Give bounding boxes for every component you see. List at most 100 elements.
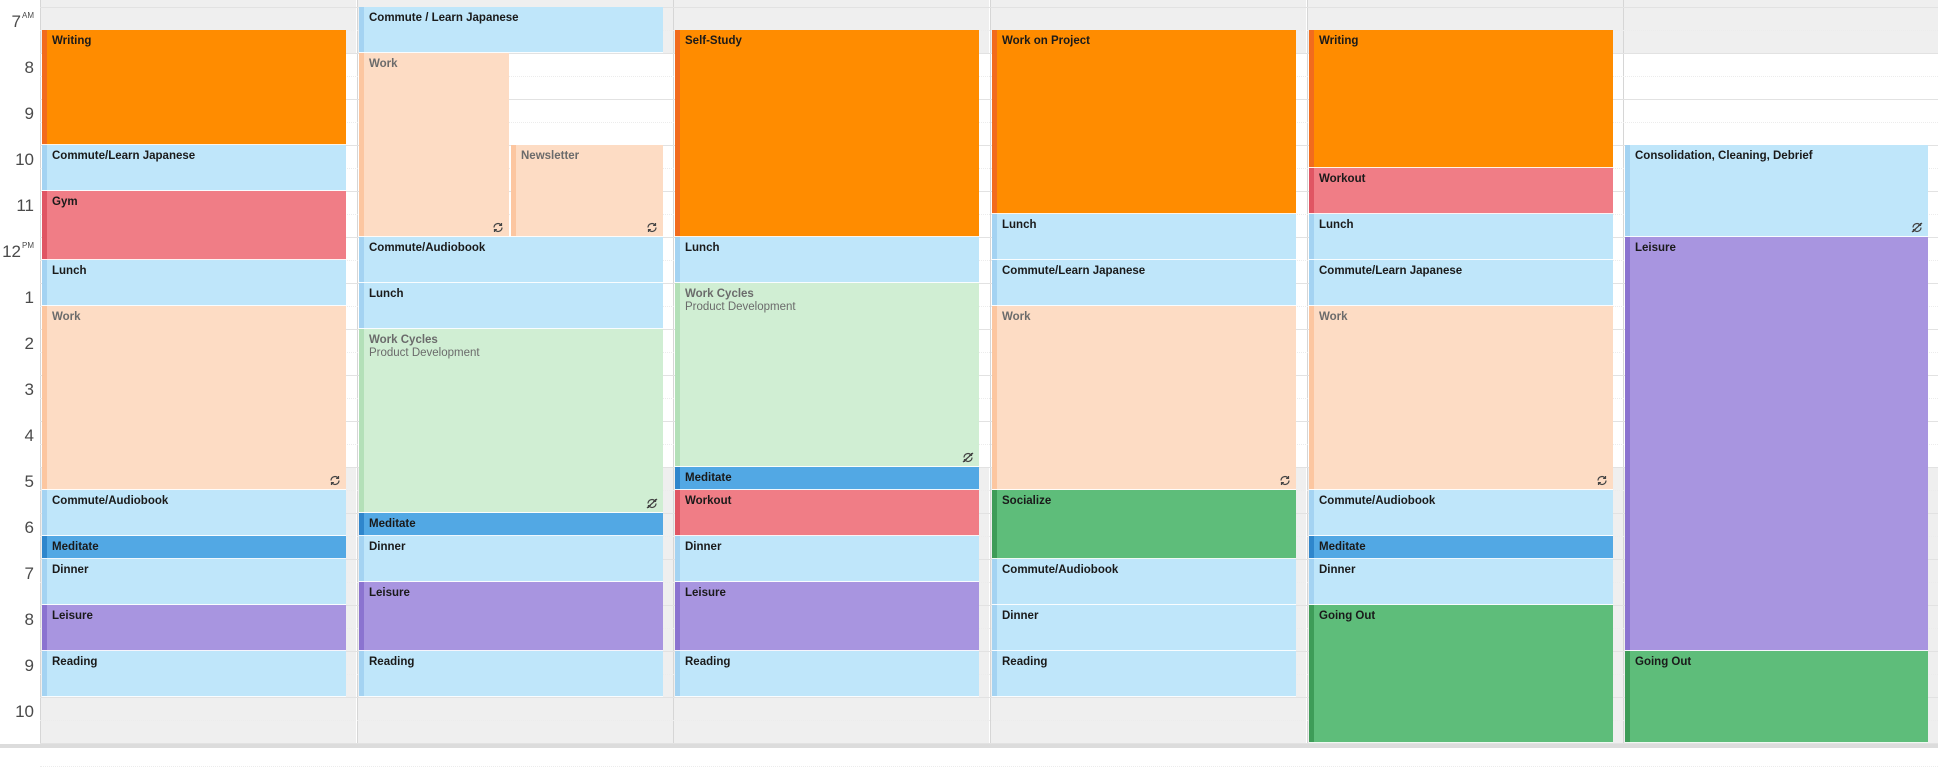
calendar-event[interactable]: Lunch bbox=[42, 260, 346, 306]
calendar-event[interactable]: Consolidation, Cleaning, Debrief bbox=[1625, 145, 1928, 237]
calendar-event[interactable]: Meditate bbox=[359, 513, 663, 536]
event-title: Reading bbox=[685, 656, 731, 668]
off-hours-band bbox=[1624, 0, 1938, 53]
hour-number: 7 bbox=[11, 12, 21, 31]
calendar-event[interactable]: Meditate bbox=[1309, 536, 1613, 559]
calendar-event[interactable]: Work on Project bbox=[992, 30, 1296, 214]
event-title: Work bbox=[369, 58, 398, 70]
event-subtitle: Product Development bbox=[685, 301, 796, 313]
recurring-exception-icon bbox=[646, 498, 658, 509]
event-title: Work Cycles bbox=[369, 334, 438, 346]
calendar-event[interactable]: Reading bbox=[675, 651, 979, 697]
hour-gridline bbox=[40, 191, 1938, 192]
hour-label: 10 bbox=[0, 151, 34, 168]
event-title: Commute/Audiobook bbox=[369, 242, 486, 254]
hour-number: 2 bbox=[24, 334, 34, 353]
event-title: Meditate bbox=[685, 472, 732, 484]
calendar-event[interactable]: Commute/Learn Japanese bbox=[1309, 260, 1613, 306]
calendar-event[interactable]: Workout bbox=[1309, 168, 1613, 214]
event-title: Work bbox=[52, 311, 81, 323]
calendar-event[interactable]: Work bbox=[359, 53, 509, 237]
calendar-event[interactable]: Dinner bbox=[1309, 559, 1613, 605]
calendar-event[interactable]: Reading bbox=[992, 651, 1296, 697]
calendar-event[interactable]: Leisure bbox=[675, 582, 979, 651]
event-title: Writing bbox=[52, 35, 92, 47]
event-title: Work Cycles bbox=[685, 288, 754, 300]
calendar-event[interactable]: Workout bbox=[675, 490, 979, 536]
calendar-event[interactable]: Writing bbox=[1309, 30, 1613, 168]
hour-gridline bbox=[40, 7, 1938, 8]
event-title: Dinner bbox=[369, 541, 406, 553]
hour-label: 11 bbox=[0, 197, 34, 214]
recurring-icon bbox=[492, 222, 504, 233]
half-hour-gridline bbox=[40, 582, 1938, 583]
event-title: Work bbox=[1319, 311, 1348, 323]
calendar-event[interactable]: Dinner bbox=[992, 605, 1296, 651]
event-title: Leisure bbox=[1635, 242, 1676, 254]
calendar-event[interactable]: Commute/Audiobook bbox=[992, 559, 1296, 605]
calendar-event[interactable]: Commute/Learn Japanese bbox=[42, 145, 346, 191]
hour-gridline bbox=[40, 375, 1938, 376]
calendar-event[interactable]: Work bbox=[992, 306, 1296, 490]
half-hour-gridline bbox=[40, 76, 1938, 77]
hour-number: 9 bbox=[24, 656, 34, 675]
calendar-event[interactable]: Writing bbox=[42, 30, 346, 145]
hour-number: 11 bbox=[16, 196, 34, 215]
event-title: Going Out bbox=[1319, 610, 1376, 622]
calendar-event[interactable]: Work Cycles Product Development bbox=[675, 283, 979, 467]
event-title: Socialize bbox=[1002, 495, 1052, 507]
calendar-event[interactable]: Newsletter bbox=[511, 145, 663, 237]
calendar-event[interactable]: Work bbox=[1309, 306, 1613, 490]
hour-number: 10 bbox=[15, 702, 34, 721]
calendar-event[interactable]: Commute/Audiobook bbox=[1309, 490, 1613, 536]
calendar-event[interactable]: Dinner bbox=[42, 559, 346, 605]
hour-number: 10 bbox=[15, 150, 34, 169]
hour-label: 7 bbox=[0, 565, 34, 582]
event-title: Lunch bbox=[52, 265, 87, 277]
hour-gridline bbox=[40, 467, 1938, 468]
recurring-icon bbox=[646, 222, 658, 233]
half-hour-gridline bbox=[40, 168, 1938, 169]
calendar-event[interactable]: Lunch bbox=[992, 214, 1296, 260]
half-hour-gridline bbox=[40, 720, 1938, 721]
calendar-event[interactable]: Dinner bbox=[675, 536, 979, 582]
ampm-label: AM bbox=[22, 11, 34, 20]
hour-label: 12PM bbox=[0, 242, 34, 261]
calendar-event[interactable]: Meditate bbox=[675, 467, 979, 490]
event-title: Meditate bbox=[1319, 541, 1366, 553]
calendar-event[interactable]: Commute/Learn Japanese bbox=[992, 260, 1296, 306]
calendar-event[interactable]: Lunch bbox=[1309, 214, 1613, 260]
calendar-event[interactable]: Commute/Audiobook bbox=[42, 490, 346, 536]
half-hour-gridline bbox=[40, 490, 1938, 491]
hour-gridline bbox=[40, 743, 1938, 744]
event-title: Writing bbox=[1319, 35, 1359, 47]
event-title: Lunch bbox=[1002, 219, 1037, 231]
hour-gridline bbox=[40, 421, 1938, 422]
calendar-event[interactable]: Going Out bbox=[1309, 605, 1613, 743]
calendar-event[interactable]: Dinner bbox=[359, 536, 663, 582]
hour-label: 8 bbox=[0, 59, 34, 76]
hour-number: 1 bbox=[24, 288, 34, 307]
calendar-event[interactable]: Work bbox=[42, 306, 346, 490]
calendar-event[interactable]: Reading bbox=[42, 651, 346, 697]
calendar-event[interactable]: Socialize bbox=[992, 490, 1296, 559]
hour-label: 9 bbox=[0, 657, 34, 674]
hour-label: 8 bbox=[0, 611, 34, 628]
half-hour-gridline bbox=[40, 122, 1938, 123]
calendar-event[interactable]: Commute / Learn Japanese bbox=[359, 7, 663, 53]
calendar-event[interactable]: Meditate bbox=[42, 536, 346, 559]
calendar-event[interactable]: Lunch bbox=[359, 283, 663, 329]
calendar-event[interactable]: Leisure bbox=[1625, 237, 1928, 651]
calendar-event[interactable]: Commute/Audiobook bbox=[359, 237, 663, 283]
calendar-event[interactable]: Work Cycles Product Development bbox=[359, 329, 663, 513]
event-title: Lunch bbox=[685, 242, 720, 254]
calendar-event[interactable]: Lunch bbox=[675, 237, 979, 283]
calendar-event[interactable]: Gym bbox=[42, 191, 346, 260]
calendar-event[interactable]: Leisure bbox=[42, 605, 346, 651]
hour-label: 4 bbox=[0, 427, 34, 444]
calendar-event[interactable]: Self-Study bbox=[675, 30, 979, 237]
half-hour-gridline bbox=[40, 536, 1938, 537]
calendar-event[interactable]: Going Out bbox=[1625, 651, 1928, 743]
calendar-event[interactable]: Leisure bbox=[359, 582, 663, 651]
calendar-event[interactable]: Reading bbox=[359, 651, 663, 697]
